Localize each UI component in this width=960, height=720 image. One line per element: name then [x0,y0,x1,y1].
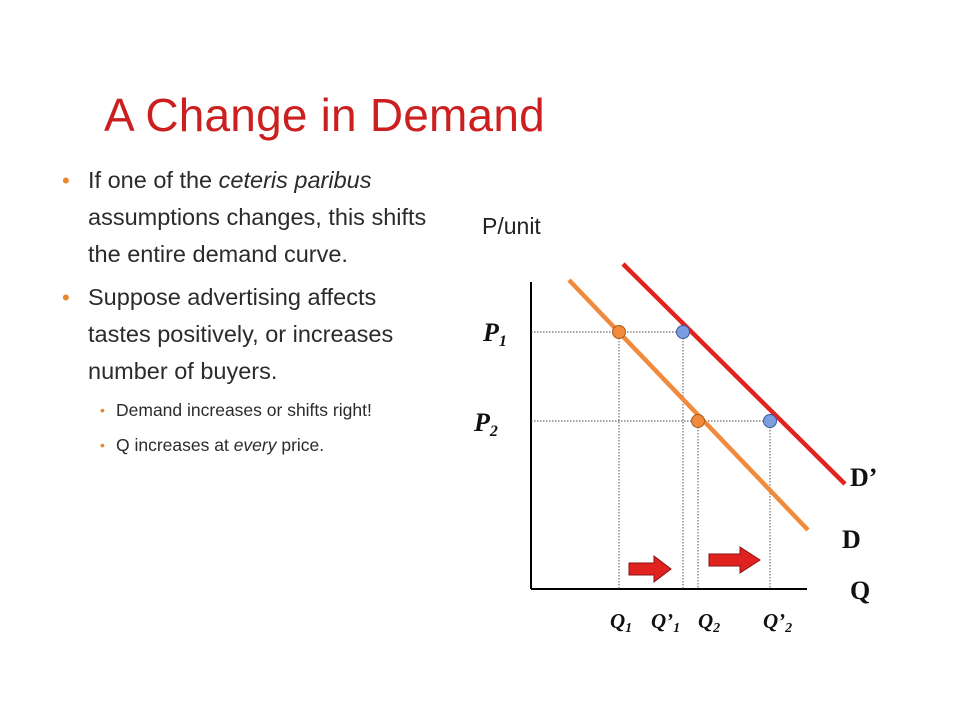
shift-arrow-2 [708,546,761,574]
quantity-label-q2: Q2 [698,609,720,636]
point-p2-q2 [691,414,705,428]
price-label-p2: P2 [473,408,498,440]
point-p1-q1-prime [676,325,690,339]
price-label-p1: P1 [482,318,507,350]
y-axis-label: P/unit [482,213,541,239]
curve-label-d: D [842,525,861,554]
curve-label-d-prime: D’ [850,463,877,492]
bullet-marker-icon: • [62,285,70,310]
bullet-text-run: every [233,435,277,455]
bullet-item: • If one of the ceteris paribus assumptio… [62,162,442,273]
bullet-text-run: assumptions changes, this shifts the ent… [88,204,427,267]
bullet-marker-icon: • [62,168,70,193]
sub-bullet-item: • Q increases at every price. [62,431,442,460]
bullet-text-run: Demand increases or shifts right! [116,400,372,420]
point-p2-q2-prime [763,414,777,428]
bullet-text-run: Suppose advertising affects tastes posit… [88,284,394,384]
bullet-text-run: Q increases at [116,435,234,455]
bullet-list: • If one of the ceteris paribus assumptio… [62,162,442,460]
bullet-marker-icon: • [100,402,105,418]
bullet-text-run: ceteris paribus [218,167,372,193]
demand-curve-d-prime [621,262,847,486]
point-p1-q1 [612,325,626,339]
bullet-item: • Suppose advertising affects tastes posi… [62,279,442,390]
shift-arrow-1 [628,554,672,584]
quantity-label-q2-prime: Q’2 [763,609,792,636]
bullet-marker-icon: • [100,437,105,453]
x-axis-label: Q [850,576,870,605]
quantity-label-q1-prime: Q’1 [651,609,680,636]
demand-curve-d [567,278,810,532]
bullet-text-run: If one of the [88,167,219,193]
quantity-label-q1: Q1 [610,609,632,636]
slide-title: A Change in Demand [104,89,545,141]
sub-bullet-item: • Demand increases or shifts right! [62,396,442,425]
bullet-text-run: price. [276,435,325,455]
